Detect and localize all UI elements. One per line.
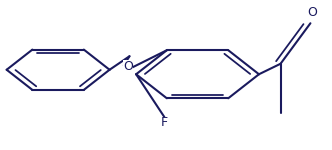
Text: F: F	[161, 117, 168, 129]
Text: O: O	[123, 60, 133, 73]
Text: O: O	[307, 6, 317, 20]
